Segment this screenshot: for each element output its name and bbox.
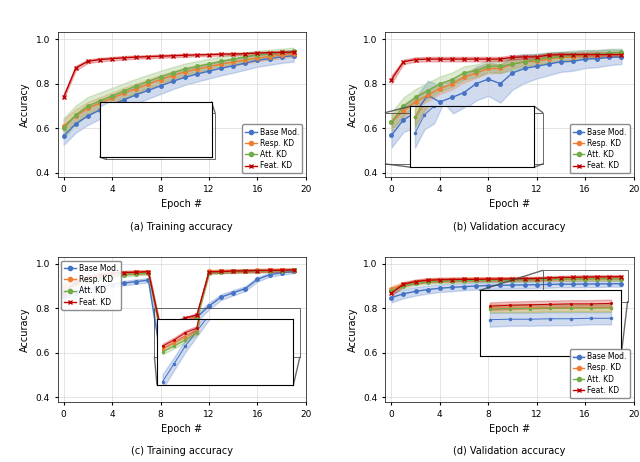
Bar	[154, 308, 300, 357]
Bar	[106, 113, 215, 159]
Legend: Base Mod., Resp. KD, Att. KD, Feat. KD: Base Mod., Resp. KD, Att. KD, Feat. KD	[570, 124, 630, 173]
Y-axis label: Accuracy: Accuracy	[20, 307, 30, 352]
X-axis label: Epoch #: Epoch #	[489, 424, 530, 434]
X-axis label: Epoch #: Epoch #	[161, 424, 202, 434]
Title: (a) Training accuracy: (a) Training accuracy	[131, 222, 233, 231]
Title: (d) Validation accuracy: (d) Validation accuracy	[453, 446, 566, 456]
Legend: Base Mod., Resp. KD, Att. KD, Feat. KD: Base Mod., Resp. KD, Att. KD, Feat. KD	[570, 349, 630, 398]
Y-axis label: Accuracy: Accuracy	[348, 83, 358, 127]
X-axis label: Epoch #: Epoch #	[161, 200, 202, 209]
Title: (c) Training accuracy: (c) Training accuracy	[131, 446, 233, 456]
Y-axis label: Accuracy: Accuracy	[20, 83, 30, 127]
Legend: Base Mod., Resp. KD, Att. KD, Feat. KD: Base Mod., Resp. KD, Att. KD, Feat. KD	[242, 124, 302, 173]
Legend: Base Mod., Resp. KD, Att. KD, Feat. KD: Base Mod., Resp. KD, Att. KD, Feat. KD	[61, 261, 122, 310]
Bar	[385, 113, 543, 164]
Title: (b) Validation accuracy: (b) Validation accuracy	[453, 222, 566, 231]
Y-axis label: Accuracy: Accuracy	[348, 307, 358, 352]
X-axis label: Epoch #: Epoch #	[489, 200, 530, 209]
Bar	[543, 270, 628, 302]
